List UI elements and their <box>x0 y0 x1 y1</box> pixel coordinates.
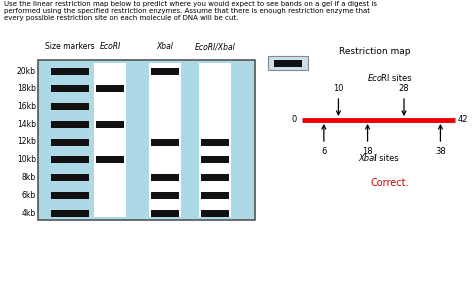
Bar <box>51 209 89 216</box>
Bar <box>201 192 229 199</box>
Bar <box>94 63 126 217</box>
Text: Restriction map: Restriction map <box>339 47 411 56</box>
Text: 0: 0 <box>292 116 297 124</box>
Bar <box>51 174 89 181</box>
Text: 4kb: 4kb <box>22 208 36 218</box>
Text: EcoRI: EcoRI <box>100 42 120 51</box>
Text: Correct.: Correct. <box>371 178 409 188</box>
Text: Xbal: Xbal <box>156 42 173 51</box>
Text: Eco: Eco <box>368 74 383 83</box>
Text: every possible restriction site on each molecule of DNA will be cut.: every possible restriction site on each … <box>4 15 238 21</box>
Bar <box>51 192 89 199</box>
Text: 10: 10 <box>333 84 344 93</box>
Bar <box>149 63 181 217</box>
Bar <box>38 60 255 220</box>
Text: 18kb: 18kb <box>17 84 36 93</box>
Text: Use the linear restriction map below to predict where you would expect to see ba: Use the linear restriction map below to … <box>4 1 377 7</box>
Text: 16kb: 16kb <box>17 102 36 111</box>
Text: EcoRI/Xbal: EcoRI/Xbal <box>195 42 236 51</box>
Bar <box>151 67 179 74</box>
Text: performed using the specified restriction enzymes. Assume that there is enough r: performed using the specified restrictio… <box>4 8 370 14</box>
Bar <box>268 56 308 70</box>
Bar <box>51 156 89 163</box>
Text: 38: 38 <box>435 147 446 156</box>
Bar <box>199 63 231 217</box>
Bar <box>51 103 89 110</box>
Text: 42: 42 <box>458 116 468 124</box>
Bar <box>151 138 179 145</box>
Text: 12kb: 12kb <box>17 138 36 147</box>
Bar <box>274 60 302 67</box>
Text: 6: 6 <box>321 147 327 156</box>
Bar <box>96 156 124 163</box>
Bar <box>96 85 124 92</box>
Text: 28: 28 <box>399 84 410 93</box>
Bar <box>201 156 229 163</box>
Bar <box>96 121 124 128</box>
Text: 20kb: 20kb <box>17 67 36 76</box>
Bar <box>201 209 229 216</box>
Bar <box>51 85 89 92</box>
Text: 14kb: 14kb <box>17 120 36 129</box>
Bar <box>51 138 89 145</box>
Bar <box>201 174 229 181</box>
Text: 6kb: 6kb <box>22 191 36 200</box>
Text: 8kb: 8kb <box>22 173 36 182</box>
Bar <box>151 192 179 199</box>
Bar <box>151 209 179 216</box>
Bar <box>151 174 179 181</box>
Bar <box>51 121 89 128</box>
Text: Xbal: Xbal <box>358 154 377 163</box>
Text: 18: 18 <box>362 147 373 156</box>
Text: RI sites: RI sites <box>381 74 411 83</box>
Bar <box>51 67 89 74</box>
Text: I sites: I sites <box>374 154 399 163</box>
Text: Size markers: Size markers <box>45 42 95 51</box>
Bar <box>201 138 229 145</box>
Text: 10kb: 10kb <box>17 155 36 164</box>
